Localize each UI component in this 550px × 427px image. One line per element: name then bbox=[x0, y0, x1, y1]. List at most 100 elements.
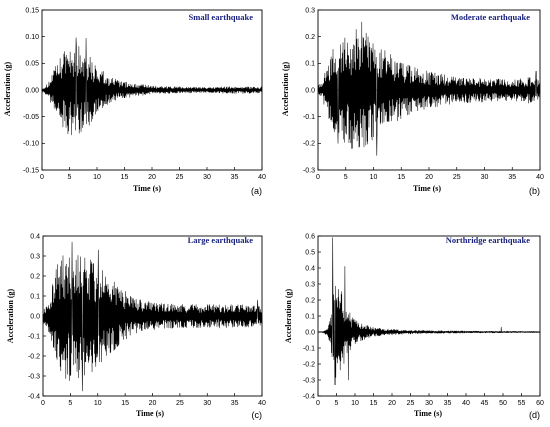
acceleration-series-line bbox=[41, 37, 263, 136]
x-tick-label: 15 bbox=[121, 174, 129, 181]
y-tick-label: 0.0 bbox=[305, 329, 315, 336]
y-tick-label: 0.3 bbox=[305, 7, 315, 14]
x-tick-label: 10 bbox=[370, 174, 378, 181]
panel-label: (c) bbox=[252, 410, 263, 420]
x-axis-label: Time (s) bbox=[413, 184, 441, 193]
y-tick-label: 0.1 bbox=[305, 313, 315, 320]
x-tick-label: 30 bbox=[203, 174, 211, 181]
y-axis-label: Acceleration (g) bbox=[281, 61, 290, 116]
panel-large-earthquake: Large earthquake (c) Time (s) Accelerati… bbox=[6, 233, 266, 420]
panel-small-earthquake: Small earthquake (a) Time (s) Accelerati… bbox=[3, 7, 266, 196]
x-tick-label: 40 bbox=[258, 400, 266, 407]
panel-label: (d) bbox=[529, 410, 540, 420]
y-tick-label: -0.4 bbox=[303, 393, 315, 400]
y-tick-label: 0.5 bbox=[305, 249, 315, 256]
x-tick-label: 20 bbox=[425, 174, 433, 181]
x-tick-label: 15 bbox=[397, 174, 405, 181]
x-tick-label: 45 bbox=[481, 400, 489, 407]
x-tick-label: 5 bbox=[68, 174, 72, 181]
x-axis-label: Time (s) bbox=[136, 409, 164, 418]
x-tick-label: 10 bbox=[351, 400, 359, 407]
y-tick-label: 0.2 bbox=[30, 273, 40, 280]
y-tick-label: 0.4 bbox=[305, 265, 315, 272]
y-tick-label: 0.15 bbox=[25, 7, 39, 14]
plot-frame bbox=[317, 9, 541, 171]
x-tick-label: 5 bbox=[68, 400, 72, 407]
y-tick-label: 0.1 bbox=[30, 293, 40, 300]
chart-title: Northridge earthquake bbox=[446, 235, 531, 245]
x-axis-label: Time (s) bbox=[133, 184, 161, 193]
y-tick-label: -0.1 bbox=[28, 333, 40, 340]
x-tick-label: 10 bbox=[93, 174, 101, 181]
x-tick-label: 15 bbox=[121, 400, 129, 407]
x-tick-label: 25 bbox=[176, 400, 184, 407]
x-tick-label: 40 bbox=[462, 400, 470, 407]
x-tick-label: 20 bbox=[149, 400, 157, 407]
y-axis-label: Acceleration (g) bbox=[3, 61, 12, 116]
y-tick-label: 0.3 bbox=[30, 253, 40, 260]
x-tick-label: 0 bbox=[316, 174, 320, 181]
panel-northridge-earthquake: Northridge earthquake (d) Time (s) Accel… bbox=[284, 233, 544, 420]
y-tick-label: -0.10 bbox=[23, 141, 39, 148]
x-tick-label: 10 bbox=[94, 400, 102, 407]
y-tick-label: -0.3 bbox=[303, 377, 315, 384]
y-tick-label: 0.3 bbox=[305, 281, 315, 288]
y-tick-label: -0.2 bbox=[28, 353, 40, 360]
y-tick-label: -0.1 bbox=[303, 114, 315, 121]
x-tick-label: 30 bbox=[425, 400, 433, 407]
x-tick-label: 0 bbox=[316, 400, 320, 407]
x-tick-label: 5 bbox=[344, 174, 348, 181]
x-tick-label: 30 bbox=[203, 400, 211, 407]
y-tick-label: -0.3 bbox=[303, 167, 315, 174]
x-tick-label: 35 bbox=[231, 174, 239, 181]
y-tick-label: -0.3 bbox=[28, 373, 40, 380]
plot-frame bbox=[42, 235, 263, 397]
x-tick-label: 55 bbox=[518, 400, 526, 407]
y-tick-label: -0.05 bbox=[23, 114, 39, 121]
x-tick-label: 20 bbox=[148, 174, 156, 181]
y-axis-label: Acceleration (g) bbox=[284, 288, 293, 343]
x-tick-label: 35 bbox=[231, 400, 239, 407]
x-tick-label: 5 bbox=[335, 400, 339, 407]
x-tick-label: 25 bbox=[176, 174, 184, 181]
y-tick-label: 0.00 bbox=[25, 87, 39, 94]
y-tick-label: -0.2 bbox=[303, 141, 315, 148]
y-tick-label: 0.0 bbox=[305, 87, 315, 94]
plot-frame bbox=[317, 235, 541, 397]
y-tick-label: 0.6 bbox=[305, 233, 315, 240]
x-tick-label: 35 bbox=[444, 400, 452, 407]
y-tick-label: 0.2 bbox=[305, 34, 315, 41]
x-tick-label: 40 bbox=[536, 174, 544, 181]
acceleration-series-line bbox=[317, 237, 541, 386]
y-tick-label: 0.4 bbox=[30, 233, 40, 240]
plot-frame bbox=[41, 9, 263, 171]
chart-title: Large earthquake bbox=[188, 235, 254, 245]
y-tick-label: -0.2 bbox=[303, 361, 315, 368]
panel-label: (b) bbox=[529, 186, 540, 196]
x-axis-label: Time (s) bbox=[414, 409, 442, 418]
x-tick-label: 0 bbox=[41, 400, 45, 407]
y-tick-label: -0.1 bbox=[303, 345, 315, 352]
x-tick-label: 35 bbox=[508, 174, 516, 181]
acceleration-series-line bbox=[317, 21, 541, 156]
x-tick-label: 50 bbox=[499, 400, 507, 407]
x-tick-label: 20 bbox=[388, 400, 396, 407]
y-tick-label: 0.05 bbox=[25, 61, 39, 68]
y-axis-label: Acceleration (g) bbox=[6, 288, 15, 343]
x-tick-label: 25 bbox=[407, 400, 415, 407]
panel-moderate-earthquake: Moderate earthquake (b) Time (s) Acceler… bbox=[281, 7, 544, 196]
x-tick-label: 60 bbox=[536, 400, 544, 407]
x-tick-label: 0 bbox=[40, 174, 44, 181]
chart-title: Small earthquake bbox=[189, 12, 254, 22]
y-tick-label: -0.15 bbox=[23, 167, 39, 174]
x-tick-label: 40 bbox=[258, 174, 266, 181]
chart-title: Moderate earthquake bbox=[451, 12, 530, 22]
y-tick-label: 0.2 bbox=[305, 297, 315, 304]
acceleration-series-line bbox=[42, 241, 263, 392]
x-tick-label: 25 bbox=[453, 174, 461, 181]
y-tick-label: 0.1 bbox=[305, 61, 315, 68]
x-tick-label: 15 bbox=[370, 400, 378, 407]
panel-label: (a) bbox=[251, 186, 262, 196]
x-tick-label: 30 bbox=[481, 174, 489, 181]
